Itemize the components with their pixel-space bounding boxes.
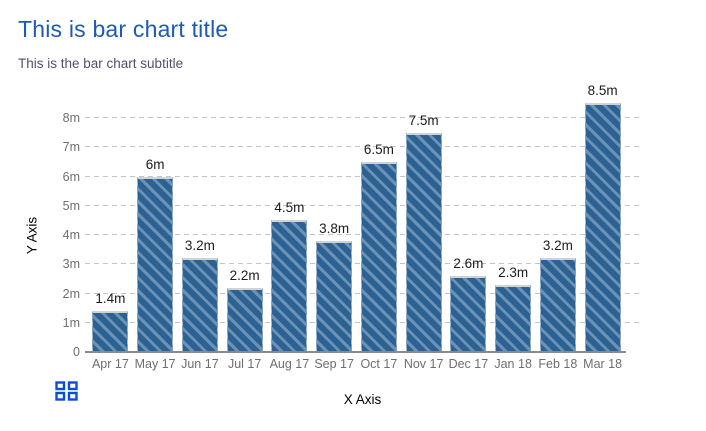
y-tick-label: 3m xyxy=(62,257,80,272)
chart-subtitle: This is the bar chart subtitle xyxy=(18,56,184,71)
bar-oct-17[interactable] xyxy=(360,161,397,352)
bar-slot: 3.2m xyxy=(178,100,223,352)
bar-nov-17[interactable] xyxy=(405,132,442,352)
bar-mar-18[interactable] xyxy=(584,103,621,352)
bar-value-label: 3.8m xyxy=(319,220,350,236)
bar-value-label: 2.2m xyxy=(229,267,260,283)
x-tick-label: Jan 18 xyxy=(494,357,532,371)
x-tick-label: Mar 18 xyxy=(583,357,623,371)
x-tick-label: Jun 17 xyxy=(181,357,219,371)
y-tick-label: 4m xyxy=(62,228,80,242)
y-tick-label: 2m xyxy=(62,286,80,301)
bar-value-label: 2.6m xyxy=(453,255,484,271)
gridline xyxy=(85,146,640,148)
bar-slot: 2.3m xyxy=(491,100,536,352)
bar-jan-18[interactable] xyxy=(495,284,532,352)
x-tick-label: Sep 17 xyxy=(314,357,354,371)
bar-value-label: 6.5m xyxy=(363,141,394,157)
gridline xyxy=(85,117,640,118)
bar-slot: 4.5m xyxy=(267,100,312,352)
x-tick-label: May 17 xyxy=(134,357,176,371)
bar-value-label: 6m xyxy=(145,156,165,172)
x-axis-tick-labels: Apr 17 May 17 Jun 17 Jul 17 Aug 17 Sep 17 Oct … xyxy=(88,357,625,371)
chart-title: This is bar chart title xyxy=(18,16,229,42)
bar-feb-18[interactable] xyxy=(539,258,576,352)
y-tick-label: 6m xyxy=(62,169,80,184)
bar-slot: 2.2m xyxy=(222,100,267,352)
y-tick-label: 0 xyxy=(73,345,80,359)
x-tick-label: Nov 17 xyxy=(403,357,444,371)
y-tick-label: 5m xyxy=(62,198,80,213)
bar-value-label: 2.3m xyxy=(498,264,529,280)
bar-jun-17[interactable] xyxy=(181,258,218,352)
grid-menu-icon[interactable] xyxy=(55,381,80,402)
y-tick-label: 7m xyxy=(62,140,80,155)
bar-slot: 2.6m xyxy=(446,100,491,352)
y-tick-label: 1m xyxy=(62,315,80,330)
bar-slot: 6m xyxy=(133,100,178,352)
bar-jul-17[interactable] xyxy=(226,287,263,352)
bar-sep-17[interactable] xyxy=(316,240,353,352)
x-axis-title: X Axis xyxy=(343,392,382,407)
bar-value-label: 3.2m xyxy=(184,238,215,254)
bar-slot: 7.5m xyxy=(401,100,446,352)
x-tick-label: Dec 17 xyxy=(448,357,489,371)
x-tick-label: Oct 17 xyxy=(360,357,398,371)
bar-value-label: 8.5m xyxy=(587,83,618,99)
bar-dec-17[interactable] xyxy=(450,275,487,352)
bar-slot: 3.8m xyxy=(312,100,357,352)
bar-value-label: 1.4m xyxy=(95,291,126,307)
bar-slot: 6.5m xyxy=(357,100,402,352)
x-tick-label: Jul 17 xyxy=(227,357,262,371)
x-axis-line xyxy=(85,351,626,353)
bar-slot: 3.2m xyxy=(536,100,581,352)
bar-apr-17[interactable] xyxy=(92,311,129,352)
bar-slot: 1.4m xyxy=(88,100,133,352)
x-tick-label: Feb 18 xyxy=(538,357,578,371)
y-tick-label: 8m xyxy=(62,111,80,125)
bars-row: 1.4m 6m 3.2m 2.2m 4.5m 3.8m 6.5m 7.5m 2.6m 2.3m 3.… xyxy=(88,83,625,352)
plot-area: 1.4m 6m 3.2m 2.2m 4.5m 3.8m 6.5m 7.5m 2.6m 2.3m 3.… xyxy=(85,83,640,353)
bar-slot: 8.5m xyxy=(580,83,625,352)
x-tick-label: Apr 17 xyxy=(91,357,129,371)
y-axis-tick-labels: 0 1m 2m 3m 4m 5m 6m 7m 8m xyxy=(38,100,80,359)
bar-value-label: 4.5m xyxy=(274,200,305,216)
bar-value-label: 3.2m xyxy=(542,238,573,254)
bar-aug-17[interactable] xyxy=(271,220,308,352)
bar-may-17[interactable] xyxy=(137,176,174,352)
x-tick-label: Aug 17 xyxy=(269,357,310,371)
bar-value-label: 7.5m xyxy=(408,112,439,128)
